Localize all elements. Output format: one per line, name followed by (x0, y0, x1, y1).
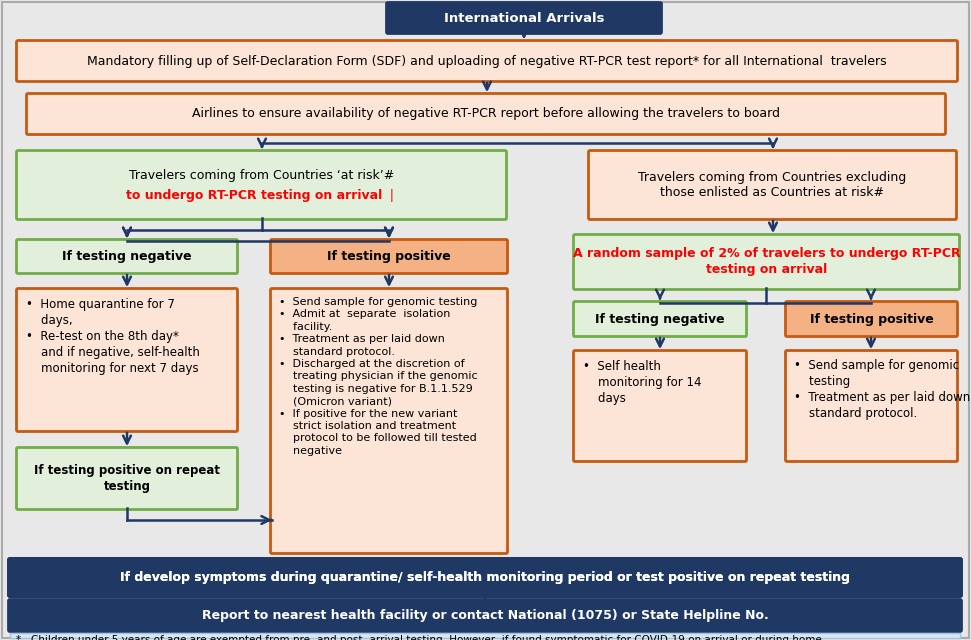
Text: If testing positive: If testing positive (327, 250, 451, 263)
Text: If testing positive: If testing positive (810, 312, 933, 326)
Text: If develop symptoms during quarantine/ self-health monitoring period or test pos: If develop symptoms during quarantine/ s… (120, 571, 850, 584)
FancyBboxPatch shape (26, 93, 946, 134)
FancyBboxPatch shape (271, 239, 508, 273)
FancyBboxPatch shape (786, 301, 957, 337)
Text: Airlines to ensure availability of negative RT-PCR report before allowing the tr: Airlines to ensure availability of negat… (192, 108, 780, 120)
FancyBboxPatch shape (9, 559, 961, 596)
Text: •  Self health
    monitoring for 14
    days: • Self health monitoring for 14 days (583, 360, 701, 405)
FancyBboxPatch shape (574, 301, 747, 337)
FancyBboxPatch shape (10, 633, 960, 638)
FancyBboxPatch shape (386, 3, 661, 33)
Text: International Arrivals: International Arrivals (444, 12, 604, 24)
FancyBboxPatch shape (574, 351, 747, 461)
FancyBboxPatch shape (9, 600, 961, 632)
Text: Travelers coming from Countries excluding
those enlisted as Countries at risk#: Travelers coming from Countries excludin… (638, 170, 907, 200)
FancyBboxPatch shape (17, 150, 507, 220)
FancyBboxPatch shape (574, 234, 959, 289)
Text: A random sample of 2% of travelers to undergo RT-PCR
testing on arrival: A random sample of 2% of travelers to un… (573, 248, 960, 276)
Text: •  Home quarantine for 7
    days,
•  Re-test on the 8th day*
    and if negativ: • Home quarantine for 7 days, • Re-test … (26, 298, 200, 375)
Text: to undergo RT-PCR testing on arrival ❘: to undergo RT-PCR testing on arrival ❘ (126, 189, 397, 202)
Text: •  Send sample for genomic
    testing
•  Treatment as per laid down
    standar: • Send sample for genomic testing • Trea… (794, 359, 970, 420)
FancyBboxPatch shape (588, 150, 956, 220)
Text: If testing negative: If testing negative (62, 250, 192, 263)
FancyBboxPatch shape (9, 559, 961, 596)
Text: If testing negative: If testing negative (595, 312, 724, 326)
FancyBboxPatch shape (17, 40, 957, 81)
FancyBboxPatch shape (17, 447, 238, 509)
Text: Report to nearest health facility or contact National (1075) or State Helpline N: Report to nearest health facility or con… (202, 609, 768, 622)
Text: Mandatory filling up of Self-Declaration Form (SDF) and uploading of negative RT: Mandatory filling up of Self-Declaration… (87, 54, 887, 67)
Text: Travelers coming from Countries ‘at risk’#: Travelers coming from Countries ‘at risk… (129, 168, 394, 182)
Text: •  Send sample for genomic testing
•  Admit at  separate  isolation
    facility: • Send sample for genomic testing • Admi… (279, 297, 478, 456)
FancyBboxPatch shape (17, 239, 238, 273)
Text: If develop symptoms during quarantine/ self-health monitoring period or test pos: If develop symptoms during quarantine/ s… (120, 571, 850, 584)
FancyBboxPatch shape (786, 351, 957, 461)
Text: If testing positive on repeat
testing: If testing positive on repeat testing (34, 464, 220, 493)
Text: *   Children under 5 years of age are exempted from pre- and post- arrival testi: * Children under 5 years of age are exem… (16, 635, 821, 640)
FancyBboxPatch shape (17, 289, 238, 431)
FancyBboxPatch shape (271, 289, 508, 554)
